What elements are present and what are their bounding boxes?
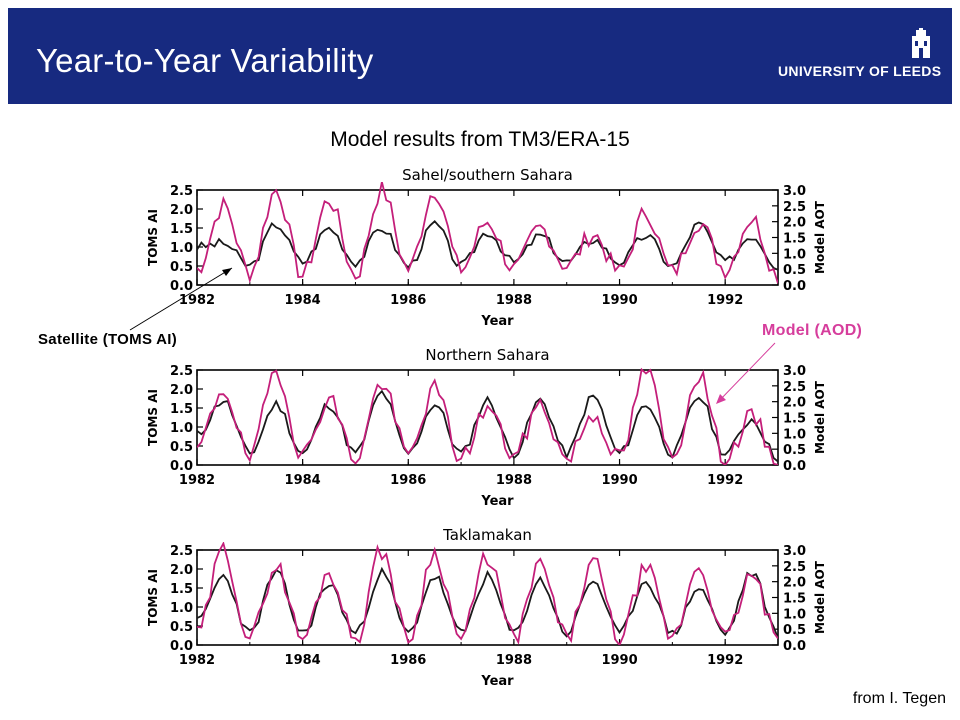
chart-sahel: Sahel/southern Sahara 1982 1984 1986 1988 199…: [146, 166, 827, 329]
y2-tick-label: 1.5: [783, 592, 806, 607]
satellite-label: Satellite (TOMS AI): [38, 331, 178, 348]
x-axis-label: Year: [480, 314, 514, 329]
y2-tick-label: 1.5: [783, 232, 806, 247]
y2-tick-label: 2.0: [783, 396, 806, 411]
plot-frame: [196, 189, 779, 286]
slide-title: Year-to-Year Variability: [36, 42, 374, 79]
chart-title: Sahel/southern Sahara: [402, 166, 573, 184]
y-tick-label: 0.5: [170, 260, 193, 275]
y2-tick-label: 0.5: [783, 263, 806, 278]
y2-tick-label: 1.0: [783, 247, 806, 262]
y-tick-label: 1.5: [170, 222, 193, 237]
y-tick-label: 0.0: [170, 639, 193, 654]
y-tick-label: 2.5: [170, 364, 193, 379]
series-line-model: [197, 182, 778, 284]
chart-panel-3: Taklamakan 1982 1984 1986 1988 1990 1992 Year 0.…: [0, 520, 960, 700]
y-axis-label: TOMS AI: [146, 209, 160, 266]
series-line-model: [197, 367, 778, 465]
y2-tick-label: 0.5: [783, 623, 806, 638]
slide-header: Year-to-Year Variability UNIVERSITY OF L…: [8, 8, 952, 104]
x-tick-label: 1990: [601, 473, 637, 488]
credit-text: from I. Tegen: [852, 690, 946, 707]
y-tick-label: 0.0: [170, 459, 193, 474]
y2-tick-label: 3.0: [783, 364, 806, 379]
x-tick-label: 1982: [179, 473, 215, 488]
y-tick-label: 0.5: [170, 620, 193, 635]
x-tick-label: 1984: [285, 473, 321, 488]
y2-tick-label: 3.0: [783, 184, 806, 199]
x-tick-label: 1984: [285, 653, 321, 668]
y2-tick-label: 0.0: [783, 459, 806, 474]
chart-subtitle: Model results from TM3/ERA-15: [330, 128, 630, 151]
y-axis-label: TOMS AI: [146, 569, 160, 626]
x-tick-label: 1982: [179, 653, 215, 668]
x-tick-label: 1990: [601, 293, 637, 308]
y2-axis-label: Model AOT: [813, 200, 827, 274]
x-tick-label: 1984: [285, 293, 321, 308]
university-logo-text: UNIVERSITY OF LEEDS: [778, 63, 942, 79]
model-label: Model (AOD): [762, 322, 863, 339]
x-tick-label: 1982: [179, 293, 215, 308]
y-tick-label: 0.0: [170, 279, 193, 294]
y2-axis-label: Model AOT: [813, 560, 827, 634]
y-tick-label: 0.5: [170, 440, 193, 455]
y-tick-label: 2.5: [170, 544, 193, 559]
x-tick-label: 1992: [707, 293, 743, 308]
x-tick-label: 1988: [496, 653, 532, 668]
y2-tick-label: 2.0: [783, 216, 806, 231]
chart-title: Taklamakan: [442, 526, 532, 544]
chart-title: Northern Sahara: [425, 346, 549, 364]
x-axis-label: Year: [480, 674, 514, 689]
y2-tick-label: 1.5: [783, 412, 806, 427]
x-tick-label: 1986: [390, 473, 426, 488]
y2-tick-label: 3.0: [783, 544, 806, 559]
y2-tick-label: 0.0: [783, 639, 806, 654]
plot-frame: [196, 369, 779, 466]
chart-taklamakan: Taklamakan 1982 1984 1986 1988 1990 1992 Year 0.…: [146, 526, 827, 689]
y-tick-label: 1.0: [170, 601, 193, 616]
x-tick-label: 1988: [496, 473, 532, 488]
series-line-model: [197, 542, 778, 645]
series-line-satellite: [197, 220, 778, 271]
x-tick-label: 1992: [707, 473, 743, 488]
x-tick-label: 1986: [390, 293, 426, 308]
y-tick-label: 1.0: [170, 421, 193, 436]
y-axis-label: TOMS AI: [146, 389, 160, 446]
y2-tick-label: 1.0: [783, 607, 806, 622]
x-tick-label: 1990: [601, 653, 637, 668]
y2-tick-label: 0.5: [783, 443, 806, 458]
y-tick-label: 2.5: [170, 184, 193, 199]
y2-axis-label: Model AOT: [813, 380, 827, 454]
y2-tick-label: 2.5: [783, 560, 806, 575]
y-tick-label: 1.5: [170, 402, 193, 417]
x-tick-label: 1992: [707, 653, 743, 668]
x-axis-label: Year: [480, 494, 514, 509]
y2-tick-label: 0.0: [783, 279, 806, 294]
university-crest-icon: [912, 28, 930, 58]
chart-northern-sahara: Northern Sahara 1982 1984 1986 1988 1990 1992 Y…: [146, 346, 827, 509]
chart-panel-1: Sahel/southern Sahara 1982 1984 1986 1988 199…: [0, 160, 960, 340]
x-tick-label: 1986: [390, 653, 426, 668]
y2-tick-label: 2.5: [783, 380, 806, 395]
y2-tick-label: 2.0: [783, 576, 806, 591]
y-tick-label: 2.0: [170, 383, 193, 398]
y2-tick-label: 2.5: [783, 200, 806, 215]
chart-panel-2: Northern Sahara 1982 1984 1986 1988 1990 1992 Y…: [0, 340, 960, 520]
series-line-satellite: [197, 389, 778, 463]
y-tick-label: 2.0: [170, 563, 193, 578]
y2-tick-label: 1.0: [783, 427, 806, 442]
y-tick-label: 2.0: [170, 203, 193, 218]
y-tick-label: 1.5: [170, 582, 193, 597]
y-tick-label: 1.0: [170, 241, 193, 256]
x-tick-label: 1988: [496, 293, 532, 308]
